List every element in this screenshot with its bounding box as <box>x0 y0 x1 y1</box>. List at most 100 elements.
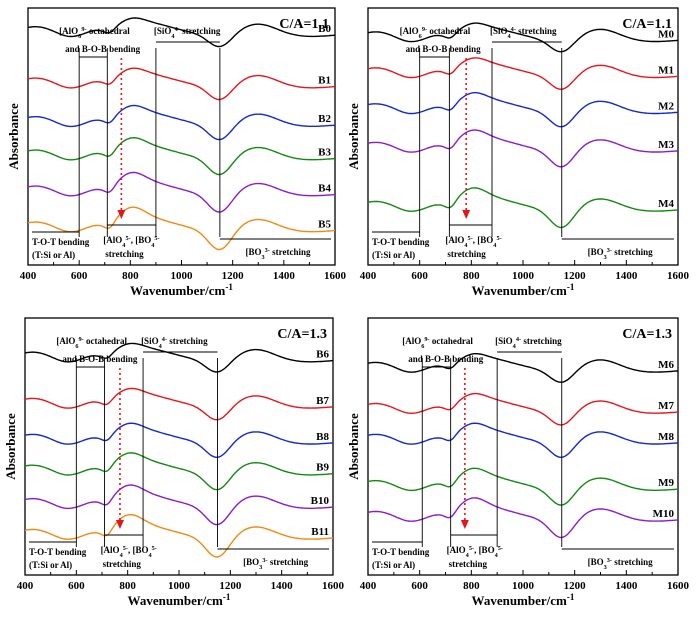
annotation-stretching-part: stretching <box>105 249 144 259</box>
chart-title-part: C/A=1.3 <box>277 327 327 342</box>
series-label-B11: B11 <box>311 526 329 538</box>
annotation-tot-part: T-O-T bending <box>372 547 430 557</box>
series-label-M2-part: M2 <box>658 100 674 112</box>
x-tick-label-part: 1400 <box>271 580 294 592</box>
annotation-alo4-part: 4 <box>466 552 470 559</box>
x-tick-label-part: 1600 <box>667 270 690 282</box>
x-axis-label-part: Wavenumber/cm <box>128 593 223 608</box>
red-arrow-head <box>462 210 471 219</box>
x-tick-label: 600 <box>68 580 85 592</box>
annotation-bob: and B-O-B bending <box>65 44 141 54</box>
annotation-sio: [SiO44- stretching <box>141 336 208 350</box>
annotation-sio-part: 4- <box>175 26 180 33</box>
x-axis-label: Wavenumber/cm-1 <box>472 282 575 298</box>
series-label-M10-part: M10 <box>653 508 675 520</box>
annotation-tot-part: T-O-T bending <box>32 237 90 247</box>
x-tick-label-part: 800 <box>119 580 136 592</box>
annotation-alo4-part: 4 <box>120 552 124 559</box>
annotation-aloct-part: 6 <box>78 33 81 40</box>
annotation-tot: T-O-T bending <box>372 237 430 247</box>
series-line-M1 <box>367 57 679 90</box>
x-axis-label-part: -1 <box>223 592 231 602</box>
annotation-bo3-part: [BO <box>588 247 604 257</box>
series-label-B6: B6 <box>316 349 329 361</box>
x-tick-label: 400 <box>360 270 377 282</box>
annotation-alo4-part: 5- <box>152 545 157 552</box>
series-label-B0-part: B0 <box>318 23 331 35</box>
x-tick-label: 1000 <box>168 580 191 592</box>
annotation-bo3-part: [BO <box>245 247 261 257</box>
annotation-tot-sub-part: (T:Si or Al) <box>32 250 75 260</box>
annotation-bo3-part: 3- <box>607 557 612 564</box>
series-label-M1-part: M1 <box>658 64 674 76</box>
series-label-B7: B7 <box>316 395 329 407</box>
series-line-B2 <box>27 104 336 141</box>
annotation-sio-part: [SiO <box>154 26 172 36</box>
series-line-M7 <box>367 392 679 426</box>
series-label-M6-part: M6 <box>658 359 674 371</box>
annotation-bo3-part: 3 <box>604 564 607 571</box>
annotation-sio-part: 4 <box>159 343 163 350</box>
series-label-M10: M10 <box>653 508 675 520</box>
annotation-tot-sub: (T:Si or Al) <box>29 560 72 570</box>
annotation-tot-sub: (T:Si or Al) <box>372 250 415 260</box>
annotation-aloct-part: 6 <box>421 343 424 350</box>
annotation-bo3: [BO33- stretching <box>245 247 311 261</box>
x-axis-label-part: -1 <box>567 282 575 292</box>
annotation-bo3: [BO33- stretching <box>243 557 309 571</box>
annotation-aloct-part: [AlO <box>400 26 419 36</box>
annotation-alo4: [AlO45-, [BO45- <box>445 235 501 249</box>
annotation-alo4-part: 4 <box>464 242 468 249</box>
x-tick-label-part: 800 <box>122 270 139 282</box>
x-tick-label-part: 1000 <box>171 270 194 282</box>
annotation-bob-part: and B-O-B bending <box>406 44 482 54</box>
annotation-alo4: [AlO45-, [BO45- <box>447 545 503 559</box>
x-tick-label-part: 1000 <box>512 270 535 282</box>
annotation-alo4-part: [AlO <box>445 235 464 245</box>
y-axis-label-part: Absorbance <box>3 413 18 480</box>
annotation-aloct: [AlO69- octahedral <box>56 336 127 350</box>
annotation-bob-part: and B-O-B bending <box>65 44 141 54</box>
x-tick-label-part: 1600 <box>324 270 347 282</box>
series-label-B4: B4 <box>318 183 331 195</box>
annotation-alo4: [AlO45-, [BO45- <box>103 235 159 249</box>
series-label-B9: B9 <box>316 462 329 474</box>
y-axis-label: Absorbance <box>6 103 21 170</box>
annotation-bo3-part: [BO <box>588 557 604 567</box>
chart-panel-1: 400 600 800 1000 1200 1400 1600 Wavenumber/cm-1… <box>6 7 347 298</box>
annotation-sio-part: [SiO <box>490 26 508 36</box>
x-tick-label: 1600 <box>667 580 690 592</box>
x-tick-label-part: 400 <box>360 270 377 282</box>
annotation-tot-sub-part: (T:Si or Al) <box>29 560 72 570</box>
x-tick-label: 800 <box>463 270 480 282</box>
x-axis-label: Wavenumber/cm-1 <box>128 592 231 608</box>
annotation-tot-sub: (T:Si or Al) <box>372 560 415 570</box>
series-label-B10-part: B10 <box>311 495 330 507</box>
series-label-B8: B8 <box>316 431 329 443</box>
x-tick-label-part: 400 <box>17 580 34 592</box>
annotation-aloct-part: [AlO <box>56 336 75 346</box>
x-tick-label: 1000 <box>512 270 535 282</box>
series-label-M7-part: M7 <box>658 400 674 412</box>
series-line-B7 <box>24 387 334 421</box>
annotation-aloct-part: octahedral <box>84 336 128 346</box>
series-label-B3: B3 <box>318 147 331 159</box>
y-axis-label: Absorbance <box>346 103 361 170</box>
annotation-aloct-part: 9- <box>422 26 427 33</box>
annotation-bo3-part: 3 <box>604 254 607 261</box>
annotation-alo4-part: 5- <box>498 545 503 552</box>
series-label-B0: B0 <box>318 23 331 35</box>
x-tick-label-part: 400 <box>360 580 377 592</box>
annotation-tot-part: T-O-T bending <box>29 547 87 557</box>
y-axis-label-part: Absorbance <box>346 413 361 480</box>
annotation-sio-part: 4 <box>508 33 512 40</box>
y-axis-label-part: Absorbance <box>346 103 361 170</box>
series-label-M9-part: M9 <box>658 477 674 489</box>
annotation-bo3-part: [BO <box>243 557 259 567</box>
annotation-alo4-part: 4 <box>122 242 126 249</box>
x-tick-label: 1400 <box>273 270 296 282</box>
series-label-M0: M0 <box>658 28 674 40</box>
annotation-sio-part: stretching <box>521 336 562 346</box>
series-line-B0 <box>27 17 336 48</box>
